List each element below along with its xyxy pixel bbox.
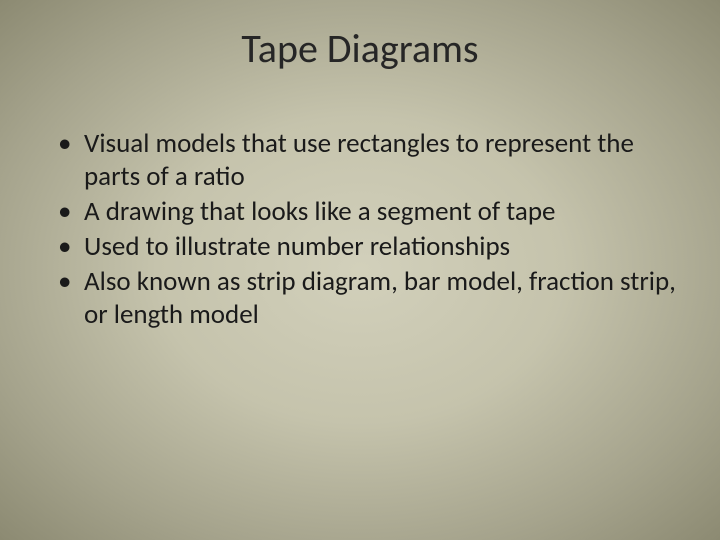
list-item: A drawing that looks like a segment of t… <box>58 196 680 229</box>
slide-title: Tape Diagrams <box>0 24 720 73</box>
list-item: Visual models that use rectangles to rep… <box>58 128 680 194</box>
bullet-list: Visual models that use rectangles to rep… <box>58 128 680 332</box>
slide: Tape Diagrams Visual models that use rec… <box>0 0 720 540</box>
list-item: Used to illustrate number relationships <box>58 231 680 264</box>
slide-content: Visual models that use rectangles to rep… <box>58 128 680 334</box>
list-item: Also known as strip diagram, bar model, … <box>58 266 680 332</box>
